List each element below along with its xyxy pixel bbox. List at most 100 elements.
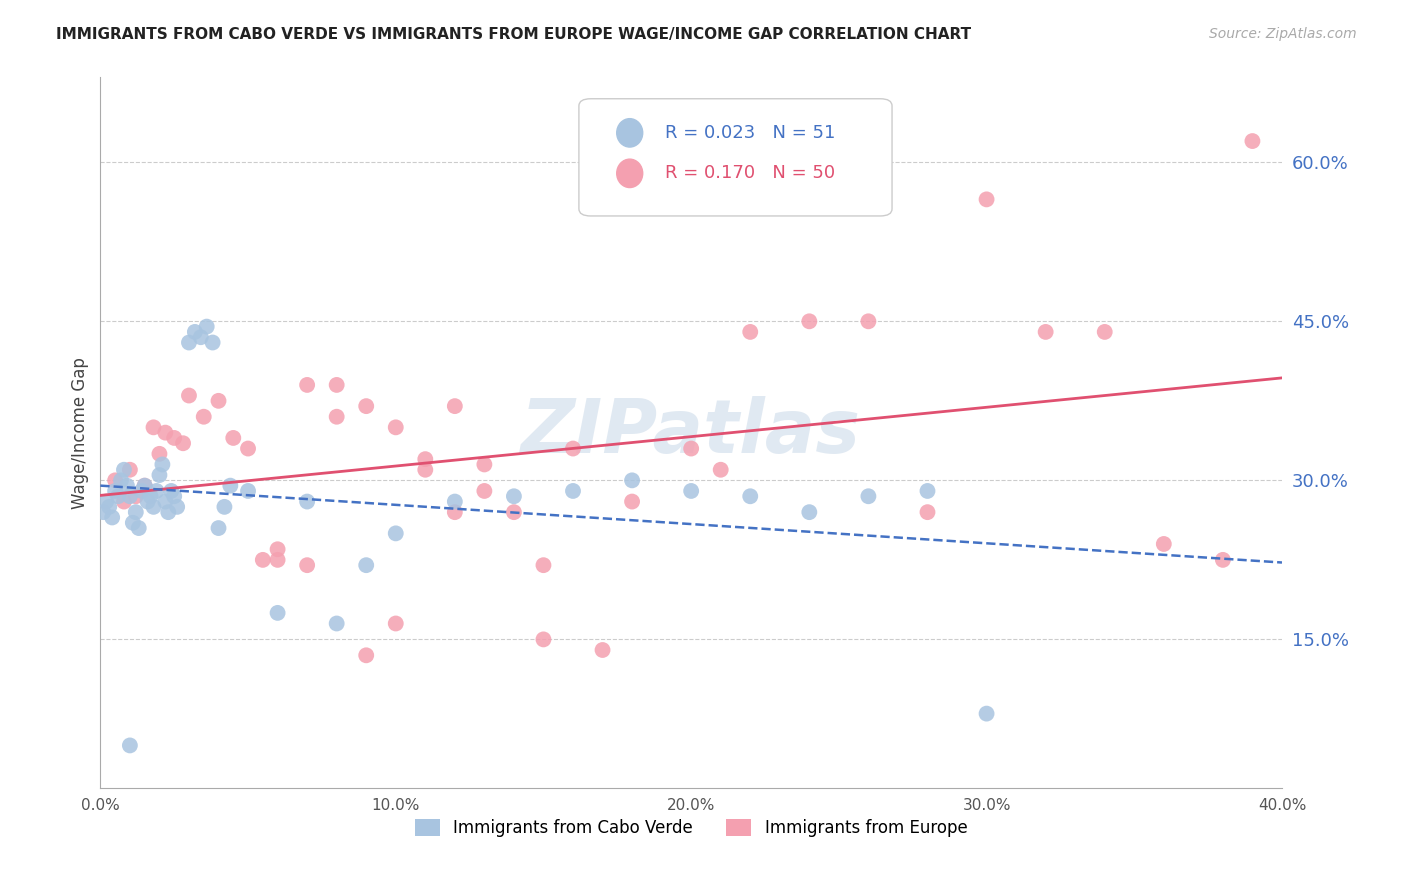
Text: R = 0.023   N = 51: R = 0.023 N = 51 [665,124,835,142]
Point [148,468,170,483]
Point [384,420,406,434]
Point [157,505,180,519]
Point [443,399,465,413]
Point [139,489,162,503]
Point [118,739,141,753]
Point [172,436,194,450]
Point [681,442,703,456]
Point [621,474,644,488]
Point [236,483,259,498]
Text: Source: ZipAtlas.com: Source: ZipAtlas.com [1209,27,1357,41]
Point [252,553,274,567]
Point [621,494,644,508]
Point [128,521,150,535]
Point [118,489,141,503]
Point [155,494,177,508]
Point [134,478,156,492]
Point [193,409,215,424]
Point [163,431,186,445]
Point [163,489,186,503]
Point [474,458,496,472]
Point [184,325,207,339]
Text: IMMIGRANTS FROM CABO VERDE VS IMMIGRANTS FROM EUROPE WAGE/INCOME GAP CORRELATION: IMMIGRANTS FROM CABO VERDE VS IMMIGRANTS… [56,27,972,42]
Point [917,505,939,519]
Point [142,500,165,514]
Point [562,442,585,456]
Ellipse shape [617,159,643,187]
Point [799,314,821,328]
Point [131,483,153,498]
Point [266,553,288,567]
Point [443,494,465,508]
Point [325,409,347,424]
Point [145,483,167,498]
Point [592,643,614,657]
Point [325,378,347,392]
Point [562,483,585,498]
Point [384,526,406,541]
Point [219,478,242,492]
Point [503,489,526,503]
Point [740,325,762,339]
Point [325,616,347,631]
Point [112,463,135,477]
Point [101,510,124,524]
Point [1094,325,1116,339]
Point [104,483,127,498]
Point [142,420,165,434]
Point [115,478,138,492]
Point [222,431,245,445]
Point [443,505,465,519]
Point [266,542,288,557]
Point [166,500,188,514]
Point [295,558,318,573]
Point [104,474,127,488]
Point [177,335,200,350]
Point [118,463,141,477]
Point [413,463,436,477]
Point [112,494,135,508]
Point [533,632,555,647]
Point [121,516,143,530]
Point [98,500,121,514]
Point [295,378,318,392]
Text: R = 0.170   N = 50: R = 0.170 N = 50 [665,164,835,182]
Point [1212,553,1234,567]
Point [207,393,229,408]
Point [976,193,998,207]
Point [681,483,703,498]
Point [799,505,821,519]
Ellipse shape [617,119,643,147]
Point [195,319,218,334]
Point [917,483,939,498]
Point [134,478,156,492]
Point [710,463,733,477]
Point [125,489,148,503]
FancyBboxPatch shape [579,99,891,216]
Point [976,706,998,721]
Point [107,489,129,503]
Point [413,452,436,467]
Point [354,648,377,663]
Point [384,616,406,631]
Point [354,399,377,413]
Point [155,425,177,440]
Point [858,314,880,328]
Point [474,483,496,498]
Point [740,489,762,503]
Point [207,521,229,535]
Point [96,494,118,508]
Point [266,606,288,620]
Point [295,494,318,508]
Point [201,335,224,350]
Point [160,483,183,498]
Point [354,558,377,573]
Text: ZIPatlas: ZIPatlas [522,396,860,469]
Point [1153,537,1175,551]
Point [1241,134,1264,148]
Point [214,500,236,514]
Point [125,505,148,519]
Point [236,442,259,456]
Legend: Immigrants from Cabo Verde, Immigrants from Europe: Immigrants from Cabo Verde, Immigrants f… [408,812,974,844]
Point [177,388,200,402]
